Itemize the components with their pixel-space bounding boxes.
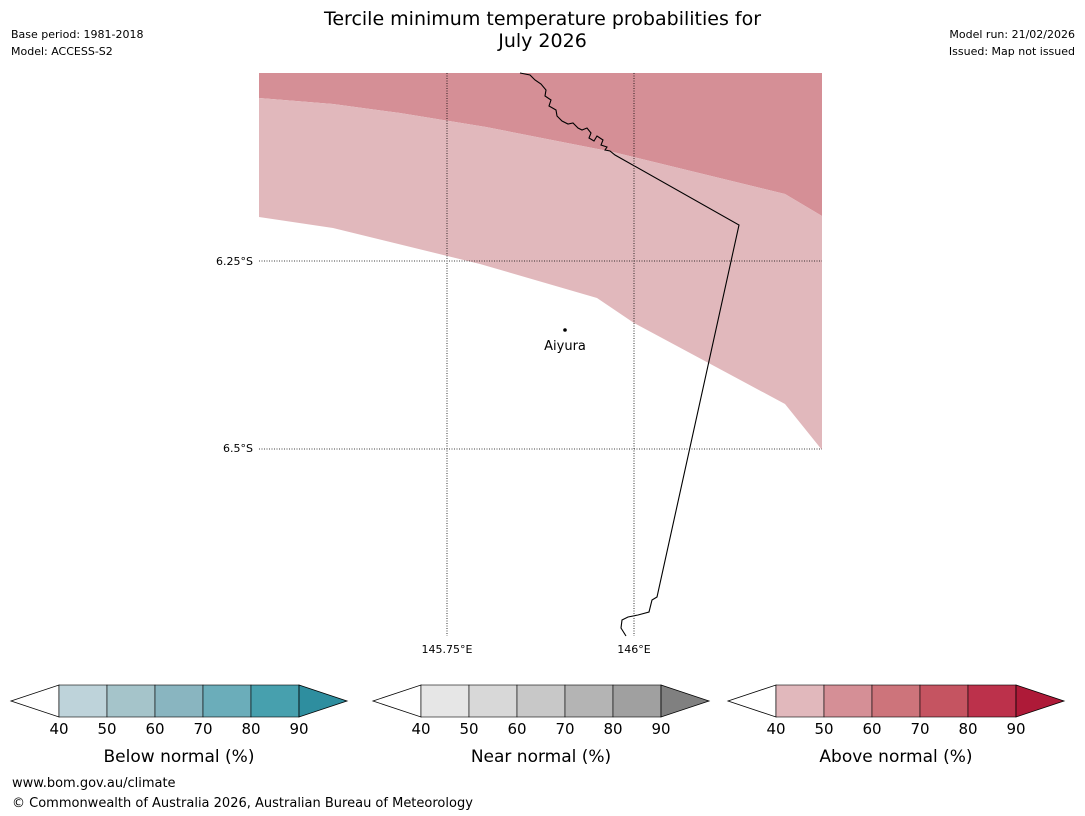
legend-tick-label: 50 [97, 720, 116, 738]
model-run: Model run: 21/02/2026 [949, 28, 1075, 41]
legend-swatch [967, 684, 1017, 718]
legend-tick-label: 70 [193, 720, 212, 738]
legend-max-arrow [298, 684, 349, 718]
footer: www.bom.gov.au/climate © Commonwealth of… [12, 774, 473, 814]
legend-title: Above normal (%) [819, 747, 972, 767]
legend-tick-label: 90 [651, 720, 670, 738]
province-border [519, 72, 740, 637]
model-name: Model: ACCESS-S2 [11, 45, 113, 58]
legend-tick-label: 90 [289, 720, 308, 738]
legend-swatch [154, 684, 204, 718]
legend-title: Near normal (%) [471, 747, 611, 767]
lon-label-146: 146°E [617, 643, 650, 656]
legend-swatch [871, 684, 921, 718]
legend-swatch [420, 684, 470, 718]
legend-swatch [775, 684, 825, 718]
legend-swatch [106, 684, 156, 718]
legend-title: Below normal (%) [104, 747, 255, 767]
legend-swatch [823, 684, 873, 718]
legend-tick-label: 80 [958, 720, 977, 738]
legend-above-normal: 40 50 60 70 80 90 Above normal (%) [726, 684, 1066, 767]
legend-max-arrow [1015, 684, 1066, 718]
legend-below-normal: 40 50 60 70 80 90 Below normal (%) [9, 684, 349, 767]
legend-area: 40 50 60 70 80 90 Below normal (%) 40 50 60 70 80 9… [9, 684, 1066, 767]
legend-swatch [250, 684, 300, 718]
legend-max-arrow [660, 684, 711, 718]
legend-tick-label: 40 [766, 720, 785, 738]
legend-tick-label: 60 [862, 720, 881, 738]
title-line-2: July 2026 [498, 30, 587, 52]
legend-swatch [516, 684, 566, 718]
legend-tick-label: 80 [241, 720, 260, 738]
legend-tick-label: 60 [507, 720, 526, 738]
legend-tick-label: 80 [603, 720, 622, 738]
base-period: Base period: 1981-2018 [11, 28, 144, 41]
legend-tick-label: 90 [1006, 720, 1025, 738]
lon-label-145-75: 145.75°E [422, 643, 473, 656]
legend-tick-label: 50 [814, 720, 833, 738]
legend-swatch [919, 684, 969, 718]
footer-url: www.bom.gov.au/climate [12, 776, 176, 791]
issued-status: Issued: Map not issued [948, 45, 1075, 58]
title-line-1: Tercile minimum temperature probabilitie… [323, 8, 762, 30]
lat-label-6-25: 6.25°S [216, 255, 253, 268]
legend-min-arrow [371, 684, 422, 718]
meta-right: Model run: 21/02/2026 Issued: Map not is… [949, 26, 1075, 60]
region-above-50 [259, 73, 822, 216]
meta-left: Base period: 1981-2018 Model: ACCESS-S2 [11, 26, 143, 60]
legend-near-normal: 40 50 60 70 80 90 Near normal (%) [371, 684, 711, 767]
legend-tick-label: 40 [49, 720, 68, 738]
legend-swatch [58, 684, 108, 718]
legend-tick-label: 70 [555, 720, 574, 738]
map-title: Tercile minimum temperature probabilitie… [0, 8, 1085, 52]
legend-tick-label: 70 [910, 720, 929, 738]
legend-tick-label: 60 [145, 720, 164, 738]
legend-swatch [468, 684, 518, 718]
legend-swatch [564, 684, 614, 718]
place-marker-aiyura [563, 328, 567, 332]
region-above-40 [259, 98, 822, 450]
legend-tick-label: 50 [459, 720, 478, 738]
legend-min-arrow [9, 684, 60, 718]
legend-swatch [202, 684, 252, 718]
lat-label-6-5: 6.5°S [223, 442, 253, 455]
legend-min-arrow [726, 684, 777, 718]
footer-copyright: © Commonwealth of Australia 2026, Austra… [12, 796, 473, 811]
legend-swatch [612, 684, 662, 718]
map-canvas: Aiyura 6.25°S 6.5°S 145.75°E 146°E [216, 72, 822, 656]
legend-tick-label: 40 [411, 720, 430, 738]
place-label-aiyura: Aiyura [544, 339, 586, 354]
